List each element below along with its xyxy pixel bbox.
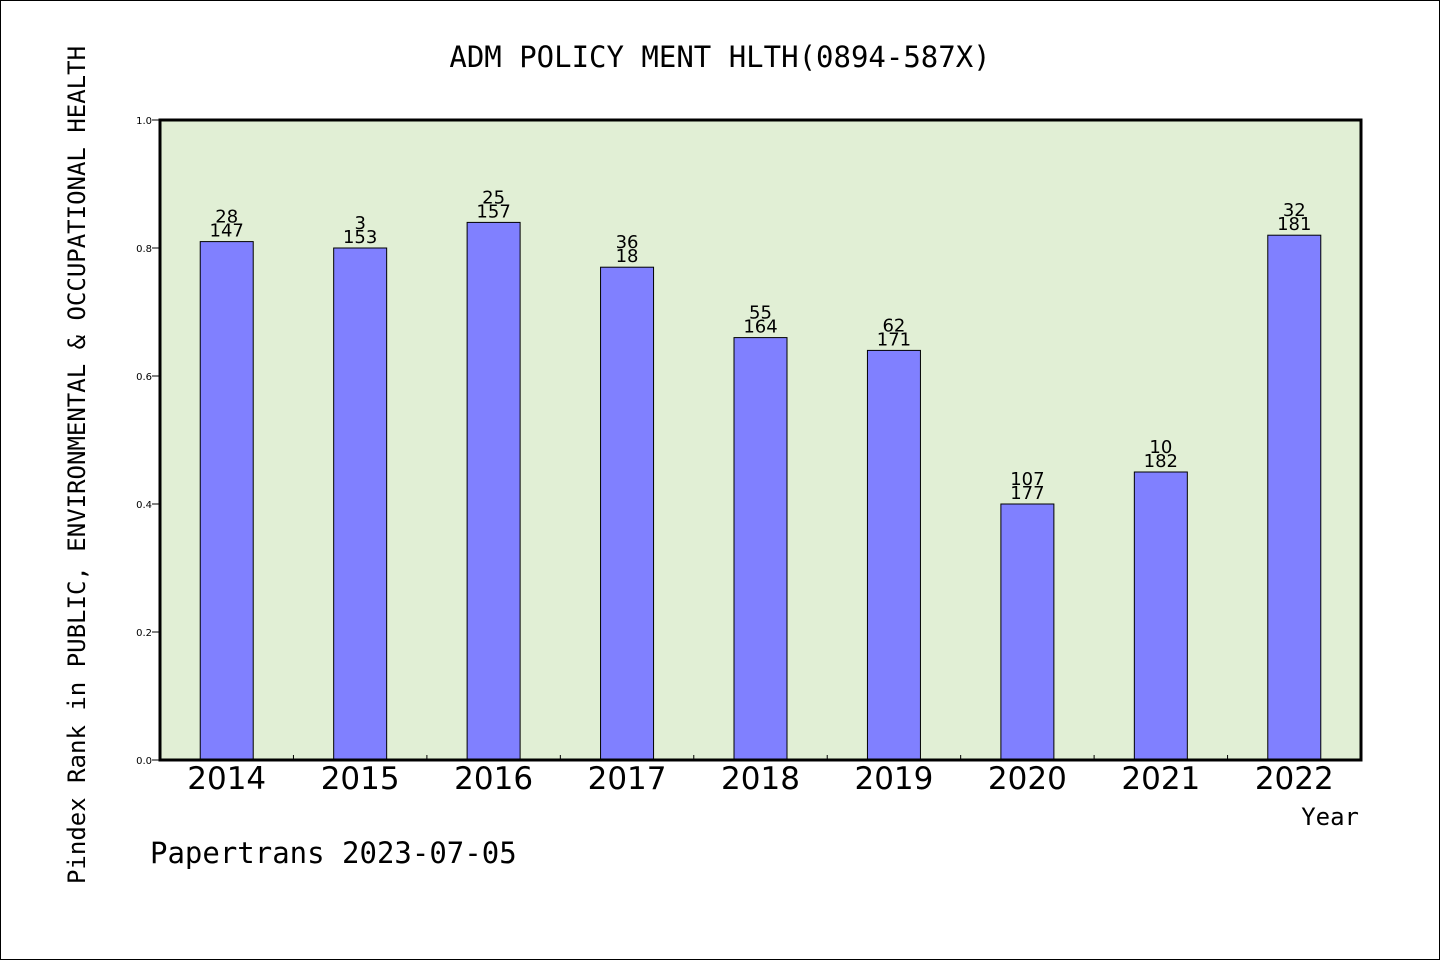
x-tick-label: 2019 (854, 761, 933, 797)
bar-2019 (866, 349, 921, 761)
data-label-bottom: 18 (616, 246, 639, 267)
data-label-top: 32 (1283, 200, 1306, 221)
data-label-bottom: 157 (476, 201, 510, 222)
y-axis: 0.0 0.2 0.4 0.6 0.8 1.0 (136, 116, 160, 767)
data-label-top: 36 (616, 232, 639, 253)
bar-2022 (1267, 234, 1322, 761)
bar-2020 (1000, 503, 1055, 761)
data-label-bottom: 164 (743, 317, 777, 338)
data-label-top: 28 (215, 207, 238, 228)
data-label-top: 10 (1149, 437, 1172, 458)
y-tick-label: 1.0 (136, 116, 152, 127)
x-tick-label: 2021 (1121, 761, 1200, 797)
bar-series (199, 221, 1322, 761)
x-tick-label: 2022 (1255, 761, 1334, 797)
x-tick-label: 2016 (454, 761, 533, 797)
data-label-bottom: 171 (877, 329, 911, 350)
data-label-bottom: 147 (210, 221, 244, 242)
footer-credit: Papertrans 2023-07-05 (150, 836, 517, 870)
x-tick-label: 2017 (588, 761, 667, 797)
plot-border (158, 118, 1363, 762)
data-label-top: 25 (482, 187, 505, 208)
chart-title: ADM POLICY MENT HLTH(0894-587X) (449, 40, 990, 74)
data-label-top: 107 (1010, 469, 1044, 490)
x-axis: 2014 2015 2016 2017 2018 2019 2020 2021 2022 (187, 755, 1334, 797)
data-label-bottom: 177 (1010, 483, 1044, 504)
y-tick-label: 0.2 (136, 628, 152, 639)
y-tick-label: 0.0 (136, 756, 152, 767)
bar-2014 (199, 241, 254, 761)
x-tick-label: 2018 (721, 761, 800, 797)
y-axis-label: Pindex Rank in PUBLIC, ENVIRONMENTAL & O… (63, 46, 91, 884)
bar-2015 (333, 247, 388, 761)
bar-2018 (733, 337, 788, 761)
x-tick-label: 2015 (321, 761, 400, 797)
x-axis-label: Year (1301, 803, 1359, 831)
data-label-bottom: 182 (1144, 451, 1178, 472)
bar-2021 (1133, 471, 1188, 761)
data-label-top: 3 (354, 213, 365, 234)
x-tick-label: 2014 (187, 761, 266, 797)
y-tick-label: 0.6 (136, 372, 152, 383)
y-tick-label: 0.4 (136, 500, 152, 511)
bar-2016 (466, 221, 521, 761)
bar-2017 (600, 266, 655, 761)
x-tick-label: 2020 (988, 761, 1067, 797)
data-label-bottom: 153 (343, 227, 377, 248)
y-tick-label: 0.8 (136, 244, 152, 255)
data-label-bottom: 181 (1277, 214, 1311, 235)
data-label-top: 62 (882, 315, 905, 336)
data-label-top: 55 (749, 303, 772, 324)
